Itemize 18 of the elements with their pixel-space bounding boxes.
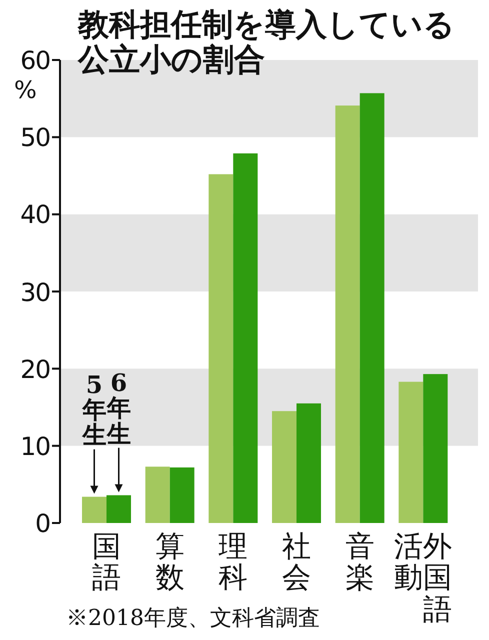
ytick: 20: [20, 356, 50, 382]
category: 理科: [218, 531, 248, 594]
ytick: 10: [20, 434, 50, 459]
ylabel: %: [14, 78, 37, 102]
ytick: 0: [35, 511, 50, 536]
category: 国語: [92, 531, 121, 594]
annotation: ※2018年度、文科省調査: [66, 608, 320, 630]
category: 音楽: [345, 531, 374, 594]
series-name: 6年生: [106, 370, 131, 446]
ytick: 60: [20, 48, 50, 73]
ytick: 50: [20, 125, 50, 150]
ytick: 30: [20, 280, 50, 304]
series-name: 5年生: [82, 372, 106, 448]
ytick: 40: [20, 202, 50, 228]
title: 教科担任制を導入している公立小の割合: [78, 8, 456, 78]
category: 外国語活動: [394, 531, 452, 625]
category: 算数: [155, 531, 184, 594]
category: 社会: [282, 531, 311, 594]
